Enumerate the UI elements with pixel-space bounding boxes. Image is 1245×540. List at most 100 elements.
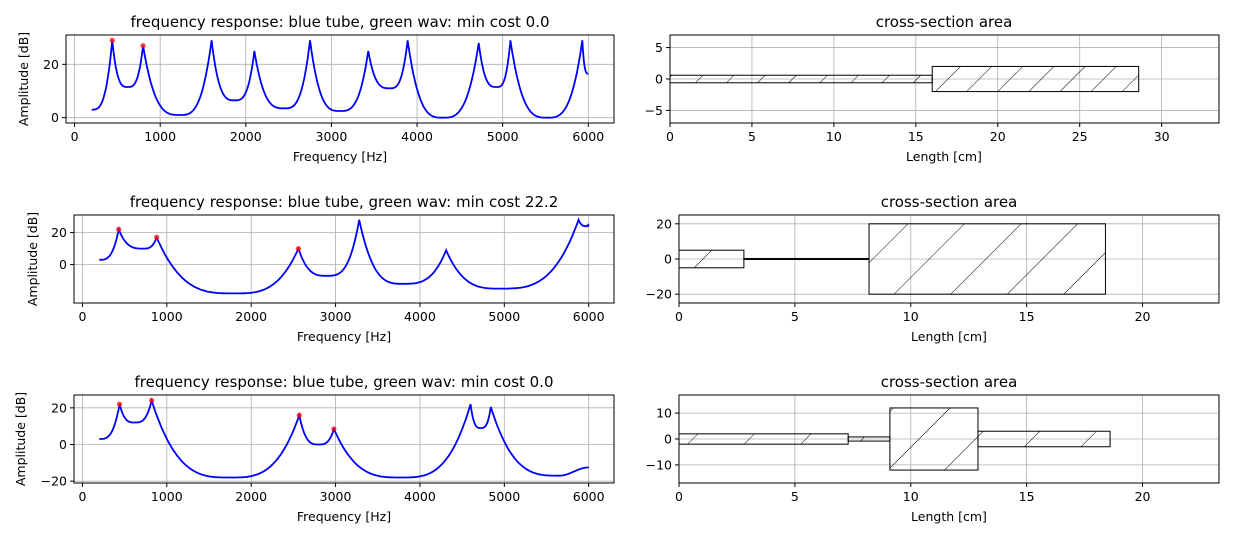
formant-marker [331,426,337,432]
area-plot-2: cross-section area Length [cm] 0 5 10 15 20 −… [646,193,1220,344]
x-axis-label: Length [cm] [911,509,987,524]
axes-frame [73,214,615,304]
x-tick-label: 2000 [235,489,267,504]
y-tick-label: 0 [59,257,67,272]
x-tick-label: 5000 [488,489,520,504]
chart-title: cross-section area [881,373,1018,391]
x-tick-label: 6000 [573,489,605,504]
x-tick-label: 4000 [401,129,433,144]
y-tick-label: 20 [43,57,59,72]
chart-title: frequency response: blue tube, green wav… [130,193,559,211]
plot-area [679,223,1106,295]
x-tick-label: 6000 [573,309,605,324]
y-tick-label: 0 [664,252,672,267]
x-tick-label: 3000 [320,489,352,504]
formant-marker [154,234,160,240]
x-tick-label: 5 [791,489,799,504]
y-tick-label: −20 [646,287,672,302]
x-tick-label: 0 [78,489,86,504]
tube-segment [679,433,849,445]
y-tick-label: 20 [51,225,67,240]
grid [74,215,614,303]
x-tick-label: 4000 [404,309,436,324]
x-tick-label: 15 [908,129,924,144]
formant-marker [295,246,302,252]
x-axis-label: Frequency [Hz] [293,149,387,164]
y-tick-label: 5 [655,40,663,55]
x-tick-label: 3000 [320,309,352,324]
y-tick-label: −10 [646,457,672,472]
chart-title: frequency response: blue tube, green wav… [134,373,553,391]
chart-title: frequency response: blue tube, green wav… [130,13,549,31]
y-axis-label: Amplitude [dB] [13,392,28,486]
x-tick-label: 5 [791,309,799,324]
y-tick-label: 0 [664,432,672,447]
x-axis-label: Frequency [Hz] [297,509,391,524]
tube-segment [931,65,1140,93]
axes-frame [73,394,615,484]
x-tick-label: 20 [1135,489,1151,504]
grid [66,35,614,123]
x-tick-label: 3000 [316,129,348,144]
y-tick-label: 20 [656,216,672,231]
formant-marker [296,412,302,418]
plot-area [99,397,589,479]
tube-segment [977,430,1111,448]
chart-title: cross-section area [881,193,1018,211]
formant-marker [140,43,146,49]
tube-segment [679,249,745,269]
freq-plot-1: frequency response: blue tube, green wav… [16,13,615,164]
plot-area [99,217,590,295]
x-tick-label: 15 [1019,489,1035,504]
x-tick-label: 0 [71,129,79,144]
tube-segment [743,257,870,261]
tube-segment [847,436,891,442]
x-tick-label: 4000 [404,489,436,504]
series-line-blue-tube [99,397,589,479]
tube-segment [670,74,933,84]
y-axis-label: Amplitude [dB] [16,32,31,126]
formant-marker [116,226,122,232]
area-plot-1: cross-section area Length [cm] 0 5 10 15 20 2… [645,13,1220,164]
x-tick-label: 5 [748,129,756,144]
x-tick-label: 1000 [151,309,183,324]
grid [74,395,614,483]
x-tick-label: 2000 [230,129,262,144]
y-tick-label: −20 [41,474,67,489]
x-axis-label: Length [cm] [906,149,982,164]
x-tick-label: 5000 [487,129,519,144]
x-tick-label: 0 [78,309,86,324]
plot-area [679,407,1111,471]
y-tick-label: −5 [645,103,663,118]
x-tick-label: 20 [1135,309,1151,324]
tube-segment [889,407,979,471]
axes-frame [65,34,615,124]
x-tick-label: 1000 [151,489,183,504]
plot-area [670,65,1140,93]
chart-title: cross-section area [876,13,1013,31]
x-tick-label: 2000 [235,309,267,324]
area-plot-3: cross-section area Length [cm] 0 5 10 15 20 −… [646,373,1220,524]
x-axis-label: Frequency [Hz] [297,329,391,344]
formant-marker [109,37,115,43]
y-tick-label: 10 [656,406,672,421]
x-axis-label: Length [cm] [911,329,987,344]
x-tick-label: 6000 [572,129,604,144]
plot-area [91,37,589,119]
x-tick-label: 25 [1072,129,1088,144]
formant-marker [149,397,155,404]
x-tick-label: 1000 [144,129,176,144]
x-tick-label: 30 [1154,129,1170,144]
x-tick-label: 10 [826,129,842,144]
series-line-blue-tube [91,40,589,119]
series-line-blue-tube [99,217,590,295]
freq-plot-2: frequency response: blue tube, green wav… [25,193,615,344]
y-tick-label: 0 [59,437,67,452]
y-tick-label: 20 [51,400,67,415]
x-tick-label: 10 [903,489,919,504]
tube-segment [868,223,1106,295]
x-tick-label: 15 [1019,309,1035,324]
freq-plot-3: frequency response: blue tube, green wav… [13,373,615,524]
x-tick-label: 10 [903,309,919,324]
